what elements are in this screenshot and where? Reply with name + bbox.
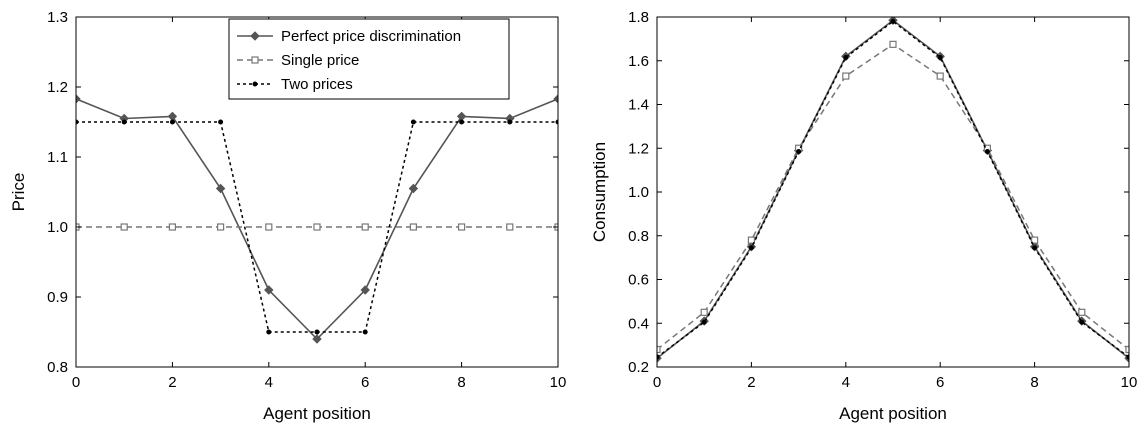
chart-1-series-3-point-8 (410, 119, 416, 125)
chart-1-legend-label-2: Single price (281, 52, 359, 69)
chart-2-series-2-point-3 (747, 236, 756, 244)
chart-1-legend: Perfect price discrimination Single price… (228, 18, 510, 100)
chart-1-legend-marker-1 (250, 31, 260, 41)
chart-2-y-tick-label-7: 1.4 (628, 97, 649, 114)
chart-2-y-tick-label-4: 0.8 (628, 228, 649, 245)
chart-2-y-tick-label-3: 0.6 (628, 272, 649, 289)
chart-2-series-2-line (657, 43, 1129, 351)
chart-2-x-tick-label-5: 8 (1030, 374, 1038, 391)
chart-1-series-2-point-3 (168, 223, 176, 231)
chart-1-y-axis-title: Price (9, 173, 28, 212)
chart-2-x-tick-label-2: 2 (747, 374, 755, 391)
chart-2-series-3-point-7 (937, 54, 943, 60)
chart-2-y-tick-label-9: 1.8 (628, 9, 649, 26)
chart-1-series-1-point-8 (408, 183, 419, 194)
chart-2-series-3-point-4 (796, 149, 802, 155)
chart-1-series-3-point-5 (266, 329, 272, 335)
chart-1-y-tick-label-6: 1.3 (47, 9, 68, 26)
chart-1-y-tick-label-2: 0.9 (47, 289, 68, 306)
chart-1-series-1-point-11 (553, 94, 558, 104)
chart-1-x-tick-label-4: 6 (361, 374, 369, 391)
chart-1-y-tick-label-5: 1.2 (47, 79, 68, 96)
chart-1-series-1-point-5 (264, 285, 274, 295)
chart-2-y-tick-label-1: 0.2 (628, 359, 649, 376)
chart-2-series-2-point-6 (889, 40, 897, 48)
chart-2-axes-frame (656, 16, 1130, 368)
chart-1-series-1-point-4 (215, 183, 226, 194)
chart-1-series-3-point-9 (459, 119, 465, 125)
chart-1-legend-marker-2 (251, 56, 259, 64)
chart-2-y-tick-label-6: 1.2 (628, 140, 649, 157)
chart-2-series-2-point-1 (657, 345, 661, 354)
chart-1-x-tick-label-1: 0 (72, 374, 80, 391)
chart-2-series-3-point-10 (1079, 319, 1085, 325)
chart-1-y-tick-label-1: 0.8 (47, 359, 68, 376)
chart-1-series-1-point-1 (76, 94, 81, 104)
chart-1-series-3-point-6 (314, 329, 320, 335)
chart-1-series-1-point-6 (312, 334, 322, 344)
chart-2-x-tick-label-4: 6 (936, 374, 944, 391)
chart-2: 0 2 4 6 8 10 0.2 0.4 0.6 0.8 1.0 1.2 1.4 1.6 1.8 Agent … (590, 9, 1137, 423)
chart-1-x-tick-label-6: 10 (550, 374, 567, 391)
chart-2-series-1-line (657, 19, 1129, 359)
chart-1-legend-marker-3 (252, 81, 258, 87)
chart-2-x-axis-title: Agent position (839, 404, 947, 423)
chart-2-y-tick-label-8: 1.6 (628, 53, 649, 70)
chart-1-series-1 (76, 94, 558, 344)
chart-2-series-2-point-5 (842, 72, 850, 80)
chart-2-series-2-point-2 (700, 308, 708, 316)
chart-1-series-1-point-7 (360, 285, 370, 295)
chart-2-series-3-point-2 (701, 319, 707, 325)
chart-1-series-3-point-7 (362, 329, 368, 335)
chart-2-series-3-point-8 (984, 149, 990, 155)
chart-2-series-3-line (657, 20, 1129, 358)
chart-1-x-tick-label-5: 8 (457, 374, 465, 391)
chart-1-y-tick-label-4: 1.1 (47, 149, 68, 166)
chart-1-series-2-point-10 (506, 223, 514, 231)
chart-2-x-tick-label-6: 10 (1121, 374, 1138, 391)
chart-1-legend-label-1: Perfect price discrimination (281, 28, 461, 45)
chart-1-axes-frame (75, 16, 559, 368)
chart-2-plot-area (657, 17, 1129, 363)
chart-2-series-2 (657, 40, 1129, 354)
chart-2-series-3-point-6 (890, 18, 896, 24)
chart-1-legend-box (228, 18, 510, 100)
chart-1-x-tick-label-2: 2 (168, 374, 176, 391)
chart-2-series-3-point-9 (1032, 245, 1038, 251)
chart-1-series-2-point-4 (217, 223, 225, 231)
chart-1-series-2-point-2 (120, 223, 128, 231)
chart-2-x-tick-label-1: 0 (653, 374, 661, 391)
chart-1-series-3-point-4 (218, 119, 224, 125)
chart-2-series-3-point-3 (748, 245, 754, 251)
chart-2-x-tick-label-3: 4 (842, 374, 850, 391)
chart-1-series-2-point-5 (265, 223, 273, 231)
chart-2-series-2-point-10 (1078, 308, 1086, 316)
chart-2-series-3 (657, 18, 1129, 360)
chart-2-series-3-point-5 (843, 54, 849, 60)
chart-2-series-2-point-7 (936, 72, 944, 80)
chart-1-series-3-point-3 (169, 119, 175, 125)
chart-1-series-2-point-7 (361, 223, 369, 231)
chart-1-series-2-point-8 (409, 223, 417, 231)
chart-2-y-tick-label-2: 0.4 (628, 315, 649, 332)
chart-2-y-axis-title: Consumption (590, 142, 609, 242)
chart-2-series-2-point-11 (1125, 345, 1129, 354)
chart-1-series-2-point-9 (458, 223, 466, 231)
chart-2-series-1 (657, 17, 1129, 363)
chart-2-y-tick-label-5: 1.0 (628, 184, 649, 201)
chart-1-series-2-point-6 (313, 223, 321, 231)
chart-1-y-tick-label-3: 1.0 (47, 219, 68, 236)
chart-1-plot-area (76, 94, 558, 344)
chart-1: 0 2 4 6 8 10 0.8 0.9 1.0 1.1 1.2 1.3 Agent position P… (9, 9, 566, 423)
chart-1-x-tick-label-3: 4 (265, 374, 273, 391)
chart-1-series-3-point-10 (507, 119, 513, 125)
chart-1-series-1-line (76, 98, 558, 341)
chart-1-x-axis-title: Agent position (263, 404, 371, 423)
chart-1-series-2 (76, 223, 558, 231)
chart-2-series-2-point-9 (1030, 236, 1039, 244)
chart-1-series-3-point-2 (121, 119, 127, 125)
chart-1-legend-label-3: Two prices (281, 76, 353, 93)
